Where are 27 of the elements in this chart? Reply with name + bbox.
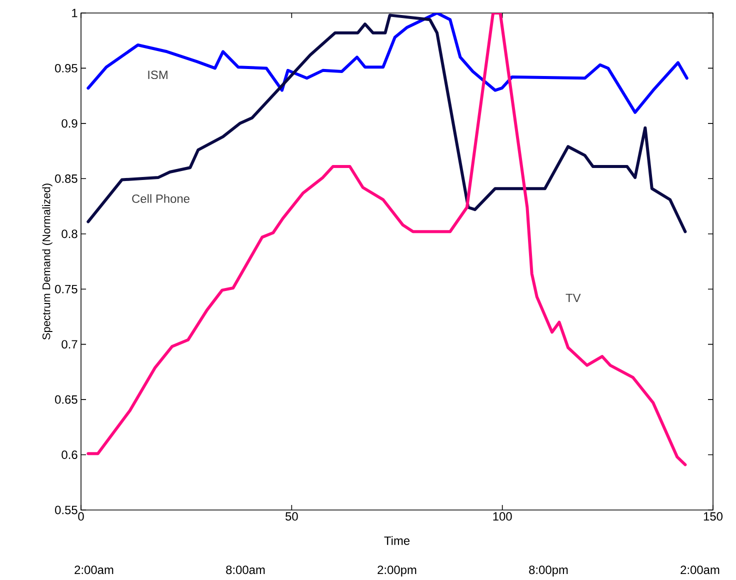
y-tick-label: 0.6 bbox=[62, 450, 78, 459]
y-tick-label: 0.55 bbox=[55, 506, 78, 514]
x-tick-label: 50 bbox=[286, 512, 298, 521]
series-label: TV bbox=[566, 294, 581, 302]
line-series bbox=[86, 12, 687, 466]
text: 8:00pm bbox=[529, 566, 568, 576]
text: 2:00am bbox=[74, 566, 114, 574]
series-label: Cell Phone bbox=[132, 194, 190, 203]
y-tick-label: 1 bbox=[72, 8, 78, 18]
text: 2:00pm bbox=[378, 566, 416, 576]
text: 8:00am bbox=[226, 566, 265, 574]
y-axis-title: Spectrum Demand (Normalized) bbox=[42, 184, 52, 340]
x-axis-title: Time bbox=[384, 536, 410, 545]
y-tick-label: 0.9 bbox=[62, 119, 78, 128]
y-tick-label: 0.8 bbox=[62, 230, 78, 238]
y-tick-label: 0.75 bbox=[55, 284, 78, 294]
y-tick-label: 0.95 bbox=[55, 64, 78, 72]
x-tick-label: 0 bbox=[78, 512, 84, 521]
x-tick-label: 100 bbox=[493, 512, 512, 521]
x-tick-label: 150 bbox=[704, 512, 723, 521]
y-tick-label: 0.85 bbox=[55, 174, 78, 183]
line-series bbox=[86, 14, 687, 234]
y-tick-label: 0.7 bbox=[62, 340, 78, 349]
series-label: ISM bbox=[148, 70, 168, 80]
line-series bbox=[86, 12, 688, 114]
y-tick-label: 0.65 bbox=[55, 395, 78, 404]
text: 2:00am bbox=[680, 566, 720, 574]
